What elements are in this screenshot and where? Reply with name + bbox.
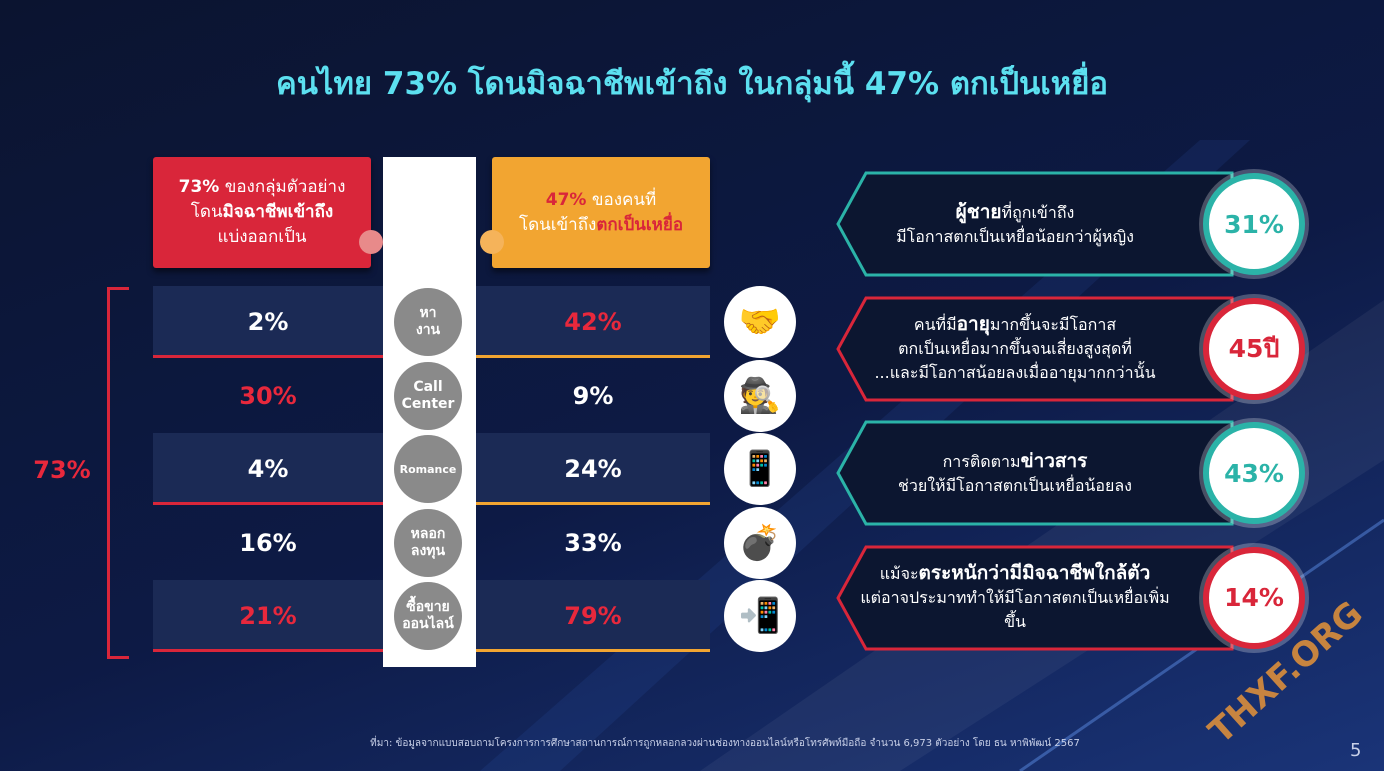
insight-text: การติดตามข่าวสาร ช่วยให้มีโอกาสตกเป็นเหยื… [850,423,1180,523]
category-label: ออนไลน์ [402,616,454,632]
text-segment: แต่อาจประมาททำให้มีโอกาสตกเป็นเหยื่อเพิ่… [860,588,1170,631]
icon: 🕵 [724,359,796,432]
text-line: คนที่มีอายุมากขึ้นจะมีโอกาส [914,312,1116,337]
text-line: แต่อาจประมาททำให้มีโอกาสตกเป็นเหยื่อเพิ่… [850,586,1180,634]
insight-box [836,296,1234,401]
insight-text: คนที่มีอายุมากขึ้นจะมีโอกาสตกเป็นเหยื่อม… [850,299,1180,399]
badge: 43% [1203,422,1305,524]
right-value: 33% [564,528,622,557]
emphasis: ข่าวสาร [1020,449,1088,472]
text-segment: โดน [190,202,223,222]
text-line: 73% ของกลุ่มตัวอย่าง [179,175,346,200]
insight-text: ผู้ชายที่ถูกเข้าถึง มีโอกาสตกเป็นเหยื่อน้… [850,174,1180,274]
text-line: ช่วยให้มีโอกาสตกเป็นเหยื่อน้อยลง [898,474,1132,498]
category-label: Romance [399,462,457,476]
right-value: 79% [564,602,622,630]
text-segment: การติดตาม [942,451,1021,471]
text-line: ...และมีโอกาสน้อยลงเมื่ออายุมากกว่านั้น [874,361,1155,385]
insight-text: แม้จะตระหนักว่ามีมิจฉาชีพใกล้ตัว แต่อาจปร… [850,548,1180,648]
category-label: Center [401,395,455,412]
emphasis: 73% [178,177,220,197]
text-line: การติดตามข่าวสาร [943,449,1088,474]
badge: 45ปี [1203,297,1305,400]
left-value: 2% [247,308,289,336]
insight-box [836,545,1234,650]
category-circle: Romance [394,435,462,503]
left-value: 4% [247,455,289,483]
text-segment: มากขึ้นจะมีโอกาส [989,315,1117,334]
row-band [153,286,383,358]
text-line: แบ่งออกเป็น [218,225,307,250]
category-circle: ซื้อขาย ออนไลน์ [394,582,462,650]
text-line: ผู้ชายที่ถูกเข้าถึง [956,200,1075,225]
text-segment: คนที่มี [913,315,957,334]
text-segment: ช่วยให้มีโอกาสตกเป็นเหยื่อน้อยลง [898,475,1132,495]
icon: 📱 [724,433,796,505]
category-label: ลงทุน [410,542,446,559]
text-segment: ของคนที่ [586,189,657,210]
text-line: โดนมิจฉาชีพเข้าถึง [191,200,333,225]
right-header: 47% ของคนที่ โดนเข้าถึงตกเป็นเหยื่อ [492,157,710,268]
title: คนไทย 73% โดนมิจฉาชีพเข้าถึง ในกลุ่มนี้ … [275,66,1109,102]
text-segment: แบ่งออกเป็น [217,227,307,247]
page-number: 5 [1350,740,1362,761]
row-band [476,580,710,652]
category-label: หลอก [410,525,446,542]
category-circle: หา งาน [394,288,462,356]
text-segment: ที่ถูกเข้าถึง [1001,202,1075,222]
category-circle: หลอก ลงทุน [394,508,462,577]
category-label: งาน [415,322,441,338]
text-segment: ของกลุ่มตัวอย่าง [219,177,346,197]
icon: 🤝 [724,286,796,358]
badge: 31% [1203,173,1305,275]
category-circle: Call Center [394,361,462,430]
emphasis: ตกเป็นเหยื่อ [596,214,684,235]
row-band [153,433,383,505]
text-line: มีโอกาสตกเป็นเหยื่อน้อยกว่าผู้หญิง [896,225,1134,249]
text-segment: แม้จะ [879,564,919,583]
right-value: 9% [572,381,614,410]
text-line: 47% ของคนที่ [546,188,656,213]
connector-dot [359,230,383,254]
right-value: 42% [564,308,622,336]
text-segment: ...และมีโอกาสน้อยลงเมื่ออายุมากกว่านั้น [874,363,1156,382]
text-segment: โดนเข้าถึง [518,214,597,235]
icon: 📲 [724,580,796,652]
row-band [476,433,710,505]
row-band [476,286,710,358]
icon: 💣 [724,506,796,579]
left-value: 30% [239,381,297,410]
emphasis: ตระหนักว่ามีมิจฉาชีพใกล้ตัว [918,562,1151,584]
category-label: หา [419,305,437,321]
left-value: 16% [239,528,297,557]
emphasis: มิจฉาชีพเข้าถึง [222,202,334,222]
text-line: ตกเป็นเหยื่อมากขึ้นจนเสี่ยงสูงสุดที่ [898,337,1132,361]
text-segment: ตกเป็นเหยื่อมากขึ้นจนเสี่ยงสูงสุดที่ [898,339,1132,358]
source: ที่มา: ข้อมูลจากแบบสอบถามโครงการการศึกษา… [370,738,1080,749]
emphasis: อายุ [956,313,990,335]
text-segment: มีโอกาสตกเป็นเหยื่อน้อยกว่าผู้หญิง [896,226,1134,246]
emphasis: 47% [545,189,587,210]
connector-dot [480,230,504,254]
row-band [153,580,383,652]
text-line: แม้จะตระหนักว่ามีมิจฉาชีพใกล้ตัว [880,561,1151,586]
category-label: Call [413,378,443,395]
total: 73% [33,456,91,484]
left-value: 21% [239,602,297,630]
left-header: 73% ของกลุ่มตัวอย่าง โดนมิจฉาชีพเข้าถึง แบ… [153,157,371,268]
right-value: 24% [564,455,622,483]
text-line: โดนเข้าถึงตกเป็นเหยื่อ [519,213,683,238]
bracket [107,287,129,659]
category-label: ซื้อขาย [406,599,450,615]
badge: 14% [1203,546,1305,649]
insight-box [836,171,1234,277]
insight-box [836,420,1234,526]
emphasis: ผู้ชาย [955,200,1002,223]
